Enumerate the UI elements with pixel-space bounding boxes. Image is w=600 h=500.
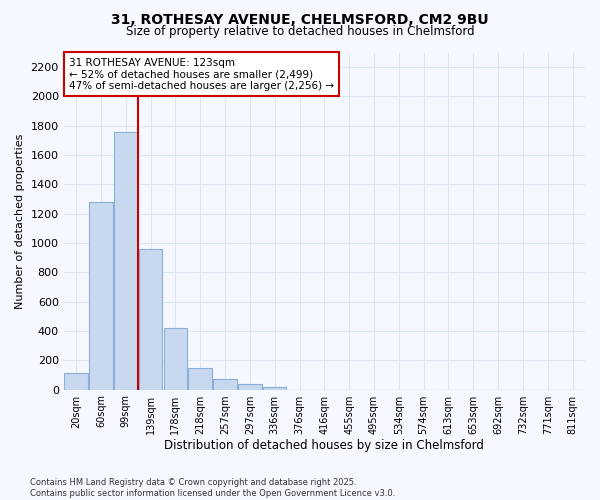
Text: Contains HM Land Registry data © Crown copyright and database right 2025.
Contai: Contains HM Land Registry data © Crown c… <box>30 478 395 498</box>
X-axis label: Distribution of detached houses by size in Chelmsford: Distribution of detached houses by size … <box>164 440 484 452</box>
Bar <box>114 132 137 390</box>
Bar <box>188 368 212 390</box>
Bar <box>89 202 113 390</box>
Bar <box>213 380 237 390</box>
Bar <box>238 384 262 390</box>
Bar <box>263 386 286 390</box>
Text: Size of property relative to detached houses in Chelmsford: Size of property relative to detached ho… <box>125 25 475 38</box>
Text: 31, ROTHESAY AVENUE, CHELMSFORD, CM2 9BU: 31, ROTHESAY AVENUE, CHELMSFORD, CM2 9BU <box>111 12 489 26</box>
Bar <box>164 328 187 390</box>
Y-axis label: Number of detached properties: Number of detached properties <box>15 134 25 308</box>
Bar <box>139 249 163 390</box>
Bar <box>64 374 88 390</box>
Text: 31 ROTHESAY AVENUE: 123sqm
← 52% of detached houses are smaller (2,499)
47% of s: 31 ROTHESAY AVENUE: 123sqm ← 52% of deta… <box>69 58 334 91</box>
